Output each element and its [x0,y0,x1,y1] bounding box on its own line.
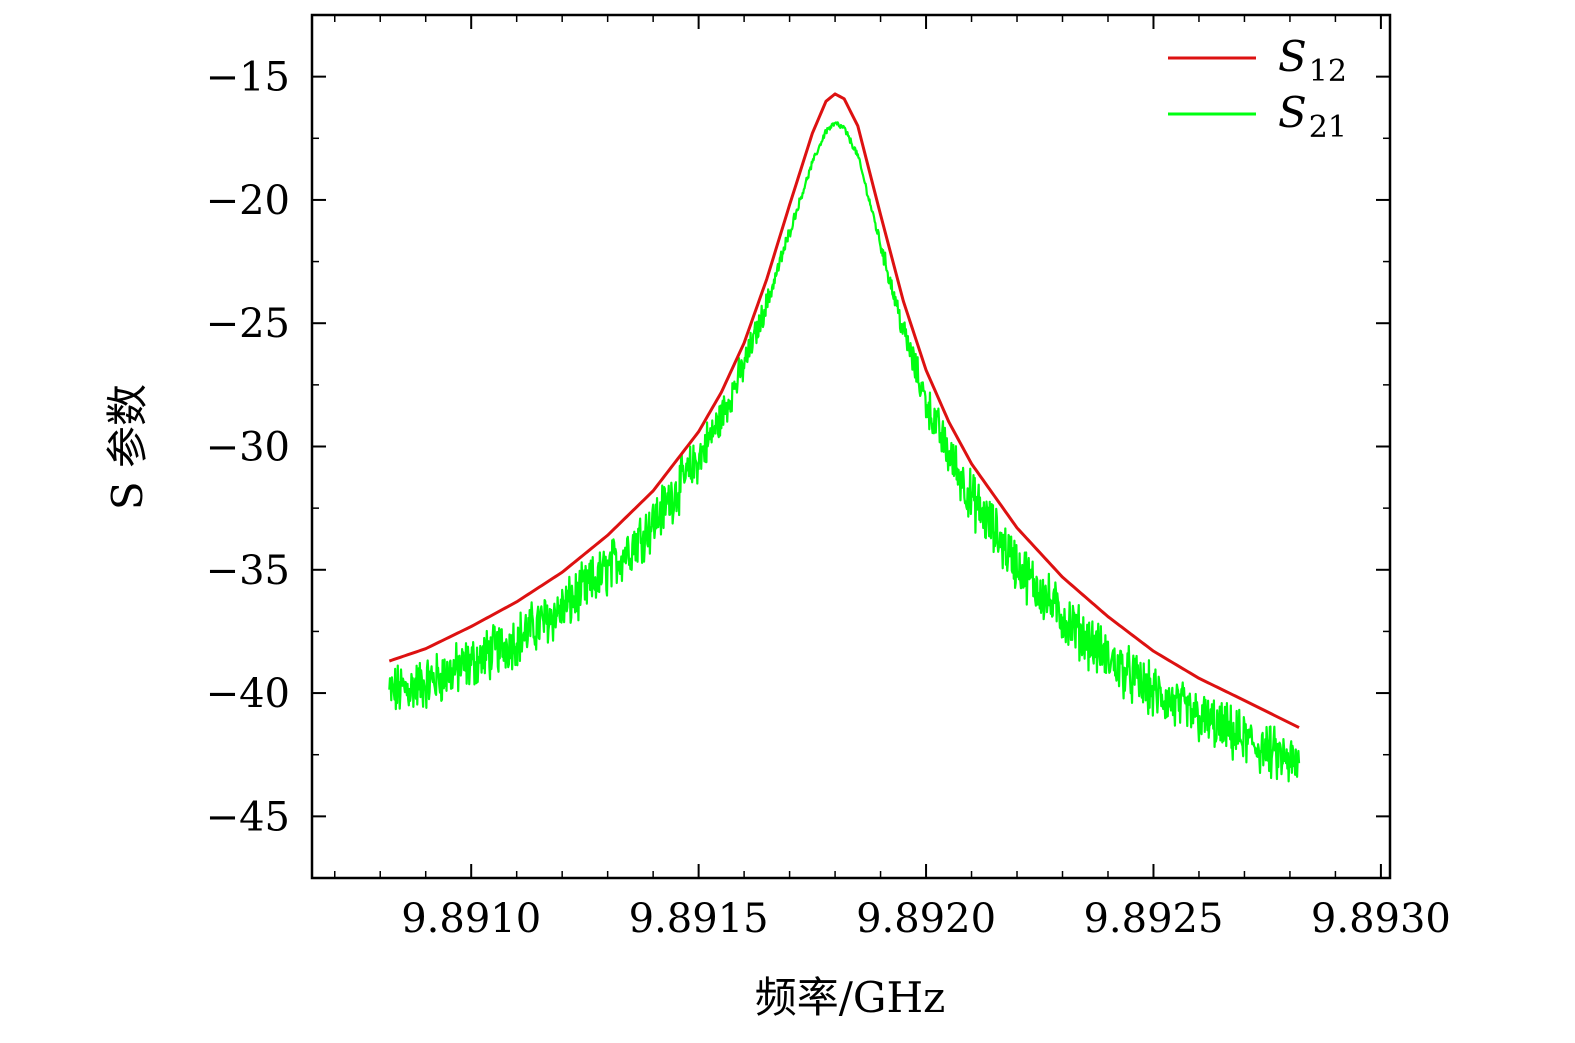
series-line-s21 [388,121,1301,783]
x-tick-label: 9.8915 [629,896,769,942]
series-layer [388,92,1301,783]
legend-label-s21: S21 [1278,88,1347,145]
x-tick-label: 9.8920 [856,896,996,942]
series-line-s12 [388,92,1300,729]
y-tick-label: −25 [206,301,290,347]
y-tick-label: −40 [206,671,290,717]
x-tick-label: 9.8910 [401,896,541,942]
y-axis-title: S 参数 [103,384,152,510]
x-axis-title: 频率/GHz [755,973,945,1022]
legend-label-s12: S12 [1278,32,1347,89]
y-tick-label: −35 [206,548,290,594]
x-tick-label: 9.8930 [1311,896,1451,942]
y-tick-label: −30 [206,425,290,471]
y-tick-label: −45 [206,794,290,840]
x-axis: 9.8910 9.8915 9.8920 9.8925 9.8930 [333,15,1451,942]
y-axis: −15 −20 −25 −30 −35 −40 −45 [206,14,1390,879]
y-tick-label: −15 [206,55,290,101]
y-tick-label: −20 [206,178,290,224]
x-tick-label: 9.8925 [1083,896,1223,942]
